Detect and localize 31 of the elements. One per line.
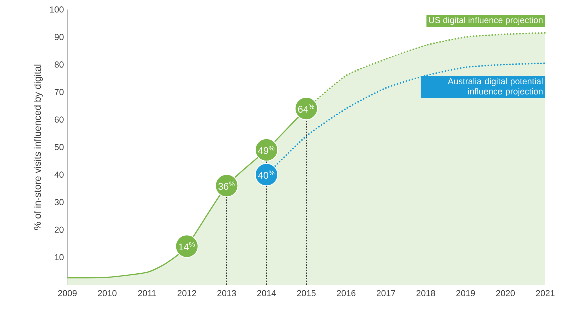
x-tick-label: 2021 [536,290,555,296]
y-tick-label: 10 [55,254,64,260]
data-label: 14$^{%}$ [179,242,196,250]
data-label: 64$^{%}$ [298,104,314,113]
data-label: 36$^{%}$ [218,182,235,190]
y-tick-label: 30 [54,199,64,206]
x-tick-label: 2012 [178,290,196,296]
y-tick-label: 50 [54,144,64,150]
series-label: US digital influence projection [429,16,543,26]
x-tick-label: 2011 [138,290,156,296]
y-tick-label: 70 [54,89,64,96]
x-tick-label: 2014 [257,290,276,296]
y-axis-title: % of in-store visits influenced by digital [34,64,44,230]
y-tick-label: 80 [54,62,64,68]
x-tick-label: 2018 [416,290,436,296]
y-tick-label: 100 [50,6,64,13]
y-tick-label: 90 [54,34,64,40]
x-tick-label: 2016 [337,290,356,296]
series-label: Australia digital potential influence projection [448,78,543,96]
x-tick-label: 2015 [297,290,316,296]
y-tick-label: 40 [54,172,64,178]
y-tick-label: 60 [54,116,64,123]
x-tick-label: 2010 [98,290,117,296]
x-tick-label: 2019 [456,290,476,296]
x-tick-label: 2020 [496,290,516,296]
data-label: 40$^{%}$ [258,170,275,179]
x-tick-label: 2013 [218,290,236,296]
y-tick-label: 20 [54,226,64,233]
x-tick-label: 2017 [376,290,396,296]
data-label: 49$^{%}$ [258,146,275,154]
x-tick-label: 2009 [58,290,77,296]
